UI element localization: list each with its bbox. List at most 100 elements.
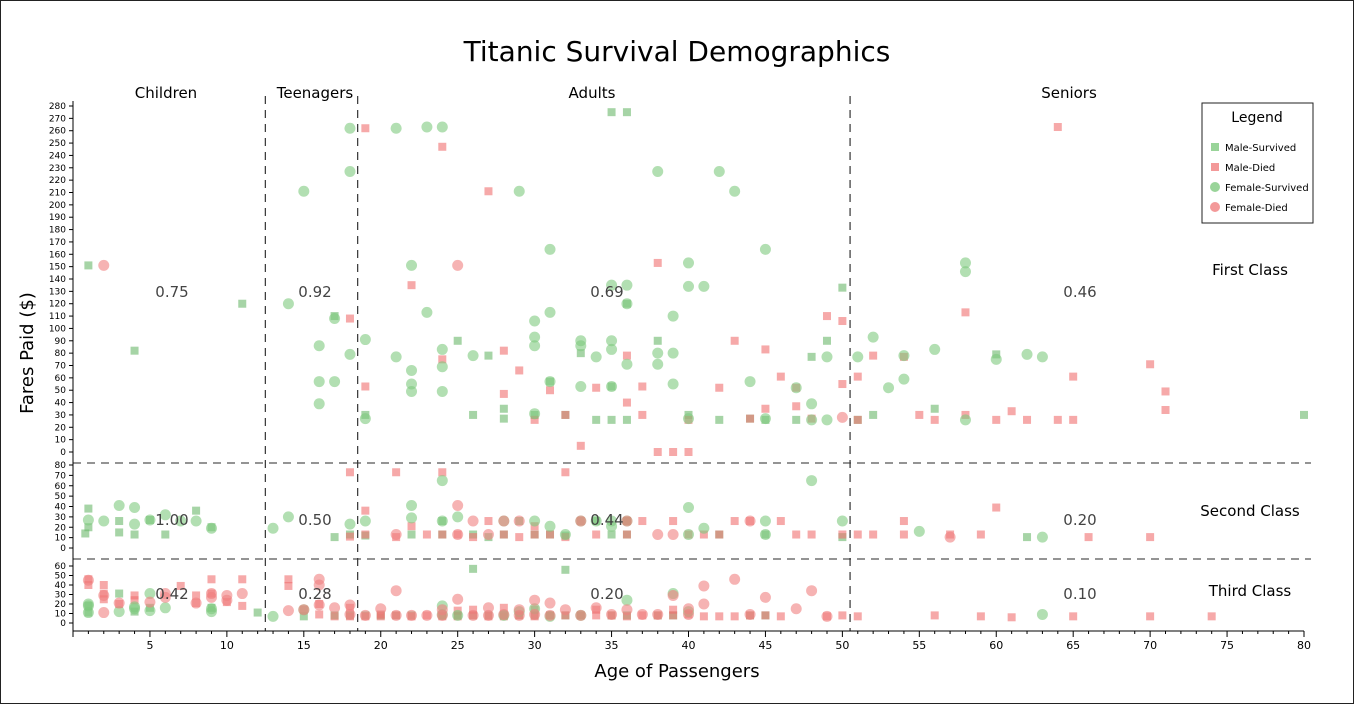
point-md-square: [853, 612, 862, 621]
y-tick-label: 170: [49, 238, 66, 248]
class-label: Second Class: [1200, 502, 1300, 520]
point-md-square: [422, 530, 431, 539]
grid-layer: [73, 96, 1311, 631]
point-md-square: [361, 382, 370, 391]
point-fs-circle: [1021, 348, 1033, 360]
point-md-square: [407, 281, 416, 290]
y-tick-label: 110: [49, 312, 66, 322]
survival-rate-label: 0.69: [590, 283, 623, 301]
point-fd-circle: [744, 608, 756, 620]
point-ms-square: [499, 414, 508, 423]
point-fs-circle: [359, 515, 371, 527]
point-md-square: [315, 610, 324, 619]
point-fs-circle: [190, 515, 202, 527]
point-fd-circle: [436, 609, 448, 621]
point-fd-circle: [652, 608, 664, 620]
point-md-square: [561, 611, 570, 620]
point-fd-circle: [482, 602, 494, 614]
point-md-square: [192, 591, 201, 600]
point-fd-circle: [729, 573, 741, 585]
age-group-label: Teenagers: [276, 84, 354, 102]
survival-rate-label: 0.10: [1063, 585, 1096, 603]
point-fd-circle: [452, 499, 464, 511]
point-ms-square: [407, 530, 416, 539]
point-fs-circle: [452, 511, 464, 523]
point-fd-circle: [452, 529, 464, 541]
point-fd-circle: [113, 597, 125, 609]
y-tick-label: 220: [49, 176, 66, 186]
point-md-square: [438, 530, 447, 539]
point-fs-circle: [113, 606, 125, 618]
point-md-square: [1007, 407, 1016, 416]
point-fs-circle: [606, 279, 618, 291]
point-fs-circle: [436, 475, 448, 487]
point-md-square: [761, 345, 770, 354]
y-tick-label: 10: [55, 610, 67, 620]
point-fs-circle: [1036, 608, 1048, 620]
survival-rate-label: 0.28: [298, 585, 331, 603]
point-fs-circle: [529, 331, 541, 343]
y-tick-label: 80: [55, 349, 67, 359]
point-fs-circle: [436, 515, 448, 527]
point-fd-circle: [575, 515, 587, 527]
point-fs-circle: [652, 165, 664, 177]
point-md-square: [776, 517, 785, 526]
y-tick-label: 90: [55, 337, 67, 347]
point-fd-circle: [698, 598, 710, 610]
point-fd-circle: [683, 608, 694, 620]
point-ms-square: [561, 565, 570, 574]
legend-swatch-square: [1211, 163, 1219, 171]
point-fs-circle: [683, 257, 694, 269]
point-ms-square: [130, 530, 139, 539]
point-fs-circle: [298, 185, 310, 197]
point-md-square: [1007, 613, 1016, 622]
point-md-square: [730, 612, 739, 621]
point-ms-square: [469, 564, 478, 573]
point-ms-square: [81, 529, 90, 538]
point-fs-circle: [1036, 531, 1048, 543]
x-tick-label: 55: [912, 639, 926, 652]
point-fs-circle: [267, 610, 279, 622]
point-md-square: [1146, 533, 1155, 542]
point-ms-square: [1300, 410, 1308, 419]
point-fs-circle: [898, 350, 910, 362]
point-fs-circle: [359, 413, 371, 425]
point-fd-circle: [98, 259, 110, 271]
point-fs-circle: [606, 520, 618, 532]
point-md-square: [499, 603, 508, 612]
x-tick-label: 15: [297, 639, 311, 652]
point-md-square: [361, 530, 370, 539]
point-md-square: [653, 448, 662, 456]
survival-rate-label: 0.92: [298, 283, 331, 301]
point-fs-circle: [606, 343, 618, 355]
point-fs-circle: [129, 502, 141, 514]
point-md-square: [853, 415, 862, 424]
legend-swatch-circle: [1210, 202, 1220, 212]
point-fs-circle: [652, 358, 664, 370]
point-md-square: [792, 530, 801, 539]
point-md-square: [561, 468, 570, 477]
point-md-square: [638, 382, 647, 391]
point-md-square: [669, 448, 678, 456]
point-fs-circle: [575, 340, 587, 352]
point-ms-square: [115, 517, 124, 526]
y-tick-label: 40: [55, 503, 67, 513]
legend-swatch-square: [1211, 143, 1219, 151]
y-tick-label: 230: [49, 164, 66, 174]
x-tick-label: 30: [528, 639, 542, 652]
point-fs-circle: [452, 609, 464, 621]
point-fd-circle: [359, 609, 371, 621]
point-fs-circle: [205, 522, 217, 534]
point-fs-circle: [513, 185, 525, 197]
point-fs-circle: [267, 522, 279, 534]
survival-rate-label: 0.44: [590, 511, 623, 529]
x-tick-label: 40: [682, 639, 696, 652]
point-fs-circle: [406, 512, 418, 524]
axis-layer: 5 10 15 20 25 30 35 40 45 50 55 60 65 70 75 80010203040…: [49, 101, 1311, 652]
x-tick-label: 75: [1220, 639, 1234, 652]
point-fs-circle: [467, 350, 479, 362]
point-fs-circle: [544, 520, 556, 532]
point-fs-circle: [282, 298, 294, 310]
point-fs-circle: [821, 414, 833, 426]
point-fd-circle: [344, 608, 356, 620]
